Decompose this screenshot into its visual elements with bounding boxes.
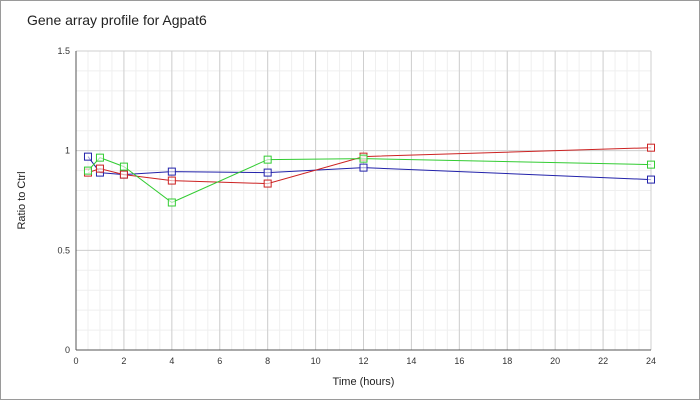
data-point-marker xyxy=(167,167,176,176)
data-point-marker xyxy=(647,160,655,169)
x-axis-label: Time (hours) xyxy=(333,376,395,388)
data-point-marker xyxy=(167,176,176,185)
x-tick-label: 2 xyxy=(121,356,126,366)
y-tick-label: 1.5 xyxy=(57,46,70,56)
x-tick-label: 22 xyxy=(598,356,608,366)
x-tick-label: 4 xyxy=(169,356,174,366)
y-tick-label: 0.5 xyxy=(57,245,70,255)
data-point-marker xyxy=(83,152,92,161)
x-tick-label: 6 xyxy=(217,356,222,366)
data-point-marker xyxy=(647,143,655,152)
y-tick-label: 0 xyxy=(65,345,70,355)
data-point-marker xyxy=(119,162,128,171)
data-point-marker xyxy=(263,179,272,188)
data-point-marker xyxy=(263,155,272,164)
chart-title: Gene array profile for Agpat6 xyxy=(27,12,207,28)
data-point-marker xyxy=(95,164,104,173)
x-tick-label: 24 xyxy=(646,356,656,366)
series-group xyxy=(83,143,655,207)
x-tick-label: 12 xyxy=(358,356,368,366)
x-tick-label: 18 xyxy=(502,356,512,366)
x-tick-label: 16 xyxy=(454,356,464,366)
data-point-marker xyxy=(647,175,655,184)
x-tick-label: 20 xyxy=(550,356,560,366)
data-point-marker xyxy=(359,154,368,163)
axes xyxy=(75,51,651,351)
x-tick-label: 8 xyxy=(265,356,270,366)
data-point-marker xyxy=(95,153,104,162)
data-point-marker xyxy=(263,168,272,177)
data-point-marker xyxy=(119,170,128,179)
x-tick-label: 14 xyxy=(406,356,416,366)
x-tick-label: 0 xyxy=(73,356,78,366)
major-grid xyxy=(75,50,652,351)
y-tick-label: 1 xyxy=(65,146,70,156)
data-point-marker xyxy=(359,163,368,172)
data-point-marker xyxy=(83,166,92,175)
data-point-marker xyxy=(167,198,176,207)
y-axis-label: Ratio to Ctrl xyxy=(16,171,28,229)
x-tick-label: 10 xyxy=(311,356,321,366)
